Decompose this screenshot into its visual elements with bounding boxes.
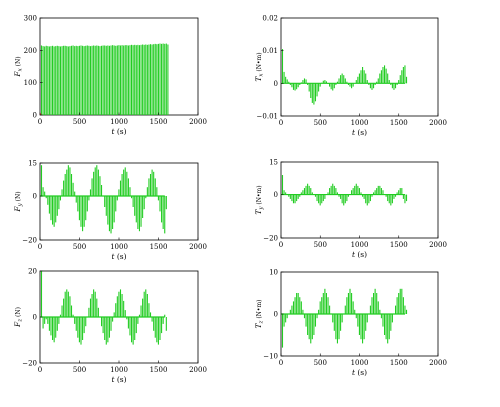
- y-tick-label: 0: [274, 311, 278, 319]
- y-tick-label: −20: [263, 235, 278, 243]
- x-tick-label: 0: [279, 241, 283, 249]
- x-tick-label: 2000: [189, 366, 207, 374]
- x-tick-label: 2000: [189, 243, 207, 251]
- y-tick-label: −10: [263, 353, 278, 361]
- x-tick-label: 2000: [429, 359, 447, 367]
- y-axis-label: Fz (N): [13, 307, 24, 328]
- y-tick-label: −20: [22, 237, 37, 245]
- y-axis-label: Ty (N•m): [254, 185, 265, 214]
- y-tick-label: 20: [28, 268, 37, 276]
- x-tick-label: 0: [38, 118, 42, 126]
- x-tick-label: 1000: [351, 241, 369, 249]
- x-axis-label: t (s): [352, 128, 367, 137]
- x-tick-label: 0: [279, 119, 283, 127]
- x-tick-label: 500: [314, 119, 327, 127]
- x-tick-label: 2000: [189, 118, 207, 126]
- y-tick-label: 200: [24, 47, 37, 55]
- x-tick-label: 1500: [150, 243, 168, 251]
- x-tick-label: 1500: [150, 118, 168, 126]
- x-axis-label: t (s): [111, 127, 126, 136]
- y-tick-label: −0.01: [257, 113, 278, 121]
- y-tick-label: 0: [33, 314, 37, 322]
- y-axis-label: Tz (N•m): [254, 300, 265, 329]
- y-tick-label: 100: [24, 79, 37, 87]
- x-tick-label: 0: [38, 366, 42, 374]
- y-tick-label: 0.01: [262, 47, 278, 55]
- x-axis-label: t (s): [111, 252, 126, 261]
- chart-fx: 0 500 1000 1500 2000 0 100 200 300 t (s) Fx (N): [13, 15, 207, 137]
- y-tick-label: 0: [33, 193, 37, 201]
- y-tick-label: 0: [274, 191, 278, 199]
- x-tick-label: 2000: [429, 119, 447, 127]
- y-axis-label: Fx (N): [13, 56, 24, 77]
- plot-frame: [39, 162, 199, 241]
- x-axis-label: t (s): [352, 368, 367, 377]
- x-tick-label: 0: [279, 359, 283, 367]
- y-tick-label: 0: [33, 112, 37, 120]
- x-tick-label: 1500: [390, 359, 408, 367]
- x-tick-label: 500: [314, 359, 327, 367]
- x-tick-label: 500: [314, 241, 327, 249]
- plot-frame: [280, 17, 439, 117]
- x-tick-label: 500: [73, 366, 86, 374]
- x-tick-label: 0: [38, 243, 42, 251]
- x-axis-label: t (s): [111, 375, 126, 384]
- x-tick-label: 2000: [429, 241, 447, 249]
- x-tick-label: 1000: [110, 243, 128, 251]
- plot-frame: [280, 161, 439, 239]
- y-tick-label: 0: [274, 80, 278, 88]
- x-tick-label: 1000: [110, 118, 128, 126]
- x-tick-label: 1500: [390, 119, 408, 127]
- x-tick-label: 1500: [390, 241, 408, 249]
- y-tick-label: 300: [24, 15, 37, 23]
- y-tick-label: 15: [269, 159, 278, 167]
- x-tick-label: 500: [73, 118, 86, 126]
- x-tick-label: 500: [73, 243, 86, 251]
- x-axis-label: t (s): [352, 250, 367, 259]
- y-tick-label: 15: [28, 160, 37, 168]
- x-tick-label: 1000: [351, 359, 369, 367]
- y-axis-label: Tx (N•m): [254, 52, 265, 81]
- y-axis-label: Fy (N): [13, 191, 24, 212]
- x-tick-label: 1000: [351, 119, 369, 127]
- y-tick-label: 0.02: [262, 15, 278, 23]
- y-tick-label: −20: [22, 360, 37, 368]
- x-tick-label: 1000: [110, 366, 128, 374]
- y-tick-label: 10: [269, 269, 278, 277]
- x-tick-label: 1500: [150, 366, 168, 374]
